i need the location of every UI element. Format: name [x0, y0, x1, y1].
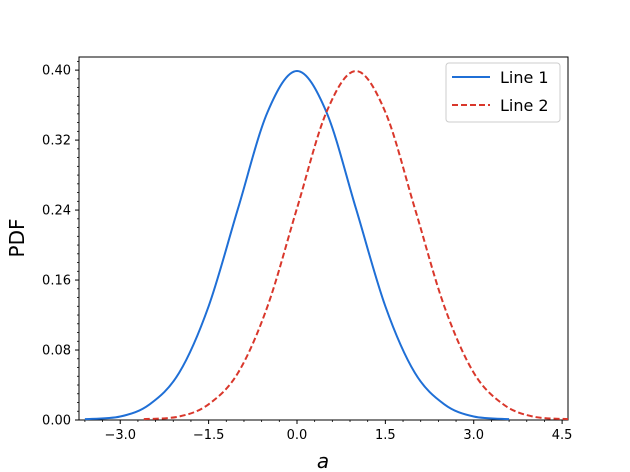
y-tick-label: 0.32 [42, 134, 71, 149]
x-tick-label: 1.5 [375, 428, 396, 443]
y-tick-label: 0.40 [42, 64, 71, 79]
legend-label-line-2: Line 2 [500, 96, 549, 115]
x-tick-label: −3.0 [104, 428, 136, 443]
y-tick-label: 0.16 [42, 274, 71, 289]
series-layer [84, 69, 569, 421]
y-tick-label: 0.24 [42, 204, 71, 219]
series-line-1 [84, 69, 510, 421]
x-tick-label: −1.5 [193, 428, 225, 443]
plot-frame [78, 56, 569, 421]
y-axis-label: PDF [5, 219, 29, 258]
x-tick-label: 4.5 [552, 428, 573, 443]
y-tick-label: 0.00 [42, 414, 71, 429]
y-tick-label: 0.08 [42, 344, 71, 359]
legend: Line 1 Line 2 [445, 62, 561, 123]
series-line-2 [143, 69, 569, 421]
major-ticks [75, 69, 563, 424]
x-tick-label: 0.0 [287, 428, 308, 443]
legend-label-line-1: Line 1 [500, 68, 549, 87]
minor-ticks [77, 60, 545, 422]
x-axis-label: a [317, 449, 329, 472]
x-tick-label: 3.0 [463, 428, 484, 443]
tick-labels: −3.0 −1.5 0.0 1.5 3.0 4.5 0.00 0.08 0.16 0.24 0.32… [42, 64, 572, 443]
